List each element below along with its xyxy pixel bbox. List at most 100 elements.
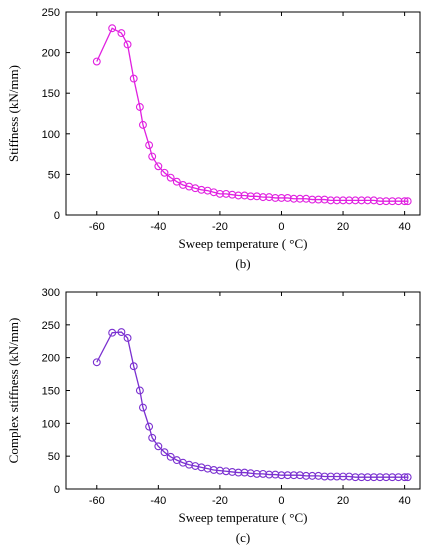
x-tick-label: 40 [398, 495, 410, 507]
data-point [314, 195, 323, 204]
x-tick-label: 0 [278, 221, 284, 233]
data-point [400, 473, 409, 482]
data-point [302, 471, 311, 480]
y-tick-label: 200 [42, 48, 60, 60]
y-tick-label: 100 [42, 418, 60, 430]
data-point [139, 403, 147, 412]
data-point [326, 196, 335, 205]
x-tick-label: -40 [150, 495, 166, 507]
data-point [271, 470, 280, 479]
data-point [376, 473, 384, 482]
data-point [148, 433, 157, 442]
data-point [172, 177, 181, 186]
data-point [388, 197, 397, 206]
data-point [320, 195, 329, 204]
data-point [166, 452, 175, 461]
data-point [222, 467, 231, 476]
data-point [117, 328, 126, 337]
y-tick-label: 150 [42, 386, 60, 398]
data-point [295, 471, 304, 480]
y-tick-label: 300 [42, 287, 60, 299]
panel-label: (b) [235, 256, 250, 271]
data-point [403, 473, 412, 482]
data-point [308, 471, 317, 480]
data-point [314, 471, 323, 480]
plot-frame [65, 291, 421, 490]
data-point [283, 193, 292, 202]
x-tick-label: 0 [278, 495, 284, 507]
panel-label: (c) [236, 530, 250, 545]
data-point [339, 472, 347, 481]
y-axis-label: Stiffness (kN/mm) [6, 65, 21, 162]
data-point [388, 473, 397, 482]
data-point [228, 467, 237, 476]
data-point [135, 386, 144, 395]
data-point [345, 472, 354, 481]
data-point [277, 471, 286, 480]
data-point [123, 40, 132, 49]
data-point [209, 466, 218, 474]
x-tick-label: -40 [150, 221, 166, 233]
data-point [246, 192, 255, 201]
stiffness-chart: -60 -40 -20 0 20 40 0 50 100 150 200 250 Sweep tempe… [6, 7, 421, 271]
data-point [357, 196, 366, 205]
data-point [345, 196, 354, 205]
complex-stiffness-chart: -60 -40 -20 0 20 40 0 50 100 150 200 250 300 Sweep te… [6, 287, 421, 545]
data-point [129, 362, 138, 371]
data-point [271, 193, 280, 202]
data-point [135, 103, 144, 111]
data-point [228, 190, 237, 199]
y-tick-label: 250 [42, 7, 60, 19]
data-point [289, 194, 298, 203]
series-line [96, 27, 408, 202]
data-point [332, 472, 341, 481]
data-point [252, 192, 261, 201]
x-tick-label: -60 [89, 495, 105, 507]
data-point [160, 448, 169, 457]
data-point [332, 196, 341, 205]
data-point [326, 472, 335, 481]
x-tick-label: -20 [212, 495, 228, 507]
data-point [234, 468, 243, 477]
x-tick-label: -20 [212, 221, 228, 233]
data-point [369, 196, 378, 205]
y-tick-label: 50 [48, 169, 60, 181]
data-point [382, 197, 391, 206]
data-point [295, 194, 304, 203]
data-point [351, 196, 360, 205]
data-point [363, 196, 372, 205]
data-point [259, 469, 267, 478]
data-point [394, 473, 403, 482]
data-point [339, 196, 347, 205]
data-point [265, 193, 274, 202]
x-tick-label: -60 [89, 221, 105, 233]
data-point [277, 193, 286, 202]
data-point [145, 141, 154, 150]
data-point [123, 334, 132, 342]
data-point [289, 471, 298, 480]
data-point [283, 471, 292, 480]
data-point [252, 469, 261, 478]
y-tick-label: 250 [42, 320, 60, 332]
data-point [369, 473, 378, 482]
data-point [382, 473, 391, 482]
data-point [166, 173, 175, 182]
data-point [240, 191, 249, 200]
data-point [129, 74, 138, 83]
data-point [265, 470, 274, 479]
y-axis-label: Complex stiffness (kN/mm) [6, 318, 21, 464]
y-tick-label: 50 [48, 451, 60, 463]
data-point [363, 473, 372, 482]
data-point [154, 162, 163, 171]
data-point [215, 466, 224, 475]
data-point [197, 185, 206, 194]
data-point [160, 168, 169, 177]
data-point [234, 191, 243, 200]
data-point [403, 197, 412, 206]
x-tick-label: 40 [398, 221, 410, 233]
data-point [394, 197, 403, 206]
data-point [222, 189, 231, 198]
data-point [108, 328, 117, 337]
x-tick-label: 20 [337, 495, 349, 507]
